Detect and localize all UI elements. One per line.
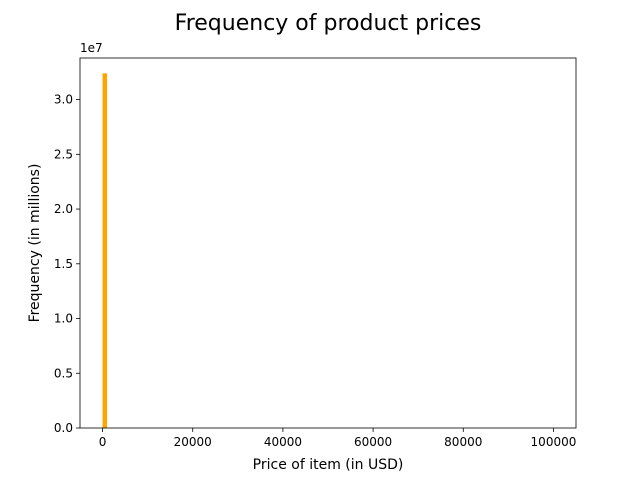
x-tick-label: 0 <box>99 435 107 449</box>
chart-title: Frequency of product prices <box>175 11 482 36</box>
x-tick-label: 100000 <box>531 435 577 449</box>
histogram-bar-0 <box>102 73 108 429</box>
x-tick-label: 80000 <box>444 435 482 449</box>
y-axis-ticks: 0.0 0.5 1.0 1.5 2.0 2.5 3.0 <box>54 93 80 435</box>
plot-frame <box>79 57 577 429</box>
x-tick-label: 60000 <box>354 435 392 449</box>
y-tick-label: 2.0 <box>54 202 73 216</box>
y-tick-label: 1.0 <box>54 312 73 326</box>
x-axis-label: Price of item (in USD) <box>253 457 404 473</box>
y-axis-label: Frequency (in millions) <box>27 164 43 323</box>
x-tick-label: 40000 <box>264 435 302 449</box>
y-tick-label: 0.0 <box>54 421 73 435</box>
x-axis-ticks: 0 20000 40000 60000 80000 100000 <box>99 428 577 449</box>
y-tick-label: 1.5 <box>54 257 73 271</box>
y-tick-label: 0.5 <box>54 366 73 380</box>
y-tick-label: 3.0 <box>54 93 73 107</box>
histogram-bars <box>102 73 108 429</box>
y-tick-label: 2.5 <box>54 147 73 161</box>
y-axis-offset-label: 1e7 <box>80 41 103 55</box>
x-tick-label: 20000 <box>174 435 212 449</box>
